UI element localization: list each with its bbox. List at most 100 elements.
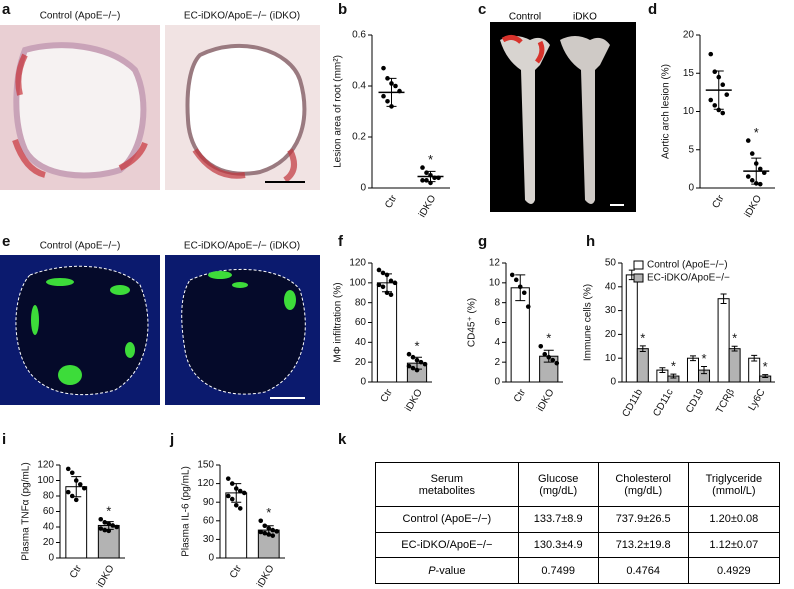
data-point: [749, 151, 755, 156]
bar: [625, 274, 638, 383]
y-tick-label: 10: [683, 106, 695, 117]
panel-label: a: [2, 1, 11, 18]
data-point: [229, 481, 235, 486]
data-point: [241, 490, 247, 496]
y-tick-label: 120: [197, 478, 214, 489]
panel-label: h: [586, 233, 595, 250]
x-tick-label: iDKO: [417, 193, 439, 219]
data-point: [262, 530, 268, 536]
y-tick-label: 60: [203, 515, 215, 526]
data-point: [65, 489, 71, 495]
y-tick-label: 20: [683, 30, 695, 41]
significance-label: *: [546, 331, 551, 346]
x-tick-label: Ctr: [383, 193, 400, 211]
header-cell: Serum metabolites: [375, 462, 519, 507]
data-point: [384, 272, 390, 278]
significance-label: *: [414, 339, 419, 354]
data-point: [420, 178, 425, 183]
data-point: [384, 290, 390, 296]
data-point: [424, 178, 429, 183]
image-caption: EC-iDKO/ApoE−/− (iDKO): [184, 241, 300, 252]
data-point: [102, 527, 108, 533]
data-point: [708, 97, 714, 103]
error-bar: [659, 367, 666, 373]
data-point: [106, 528, 112, 534]
data-point: [724, 92, 730, 97]
data-point: [392, 280, 398, 286]
panel-label: f: [338, 233, 344, 250]
panel-label: i: [2, 431, 6, 448]
cell-text: 1.12±0.07: [709, 538, 759, 551]
table-cell: 133.7±8.9: [517, 506, 599, 533]
data-point: [517, 284, 523, 290]
y-tick-label: 80: [43, 491, 55, 502]
y-tick-label: 30: [605, 305, 617, 316]
panel-label: g: [478, 233, 487, 250]
table-cell: 1.12±0.07: [687, 531, 781, 559]
significance-label: *: [106, 504, 111, 519]
header-line: metabolites: [418, 484, 475, 497]
data-point: [388, 292, 394, 298]
data-point: [106, 521, 112, 527]
data-point: [274, 529, 280, 534]
table-cell: P-value: [375, 557, 519, 584]
data-point: [428, 172, 433, 178]
y-tick-label: 0: [610, 377, 616, 388]
data-point: [266, 525, 272, 531]
y-tick-label: 50: [605, 258, 617, 269]
data-point: [513, 277, 519, 283]
data-point: [65, 466, 71, 472]
bar: [748, 357, 761, 383]
aorta-photo: [490, 22, 636, 212]
header-line: (mmol/L): [712, 484, 756, 497]
data-point: [73, 478, 79, 483]
header-line: Cholesterol: [615, 472, 671, 485]
data-point: [521, 290, 527, 296]
data-point: [550, 357, 556, 363]
data-point: [753, 161, 759, 166]
data-point: [414, 357, 420, 363]
data-point: [376, 267, 382, 273]
cell-text: EC-iDKO/ApoE−/−: [401, 538, 493, 551]
data-point: [436, 175, 441, 181]
table-cell: 1.20±0.08: [687, 506, 781, 533]
y-tick-label: 0: [494, 377, 500, 388]
metabolite-table: Serum metabolites Glucose (mg/dL) Cholestero…: [375, 462, 781, 584]
data-point: [422, 361, 428, 367]
y-tick-label: 0.4: [352, 81, 366, 92]
significance-label: *: [754, 125, 759, 140]
x-tick-label: CD11b: [620, 387, 645, 419]
panel-label: d: [648, 1, 657, 18]
significance-label: *: [671, 359, 676, 374]
data-point: [389, 104, 394, 109]
data-point: [380, 270, 386, 276]
axis: [371, 35, 450, 189]
data-point: [81, 485, 87, 491]
y-tick-label: 0: [48, 553, 54, 564]
panel-label: e: [2, 233, 10, 250]
data-point: [716, 74, 722, 80]
legend-label: Control (ApoE−/−): [647, 260, 728, 271]
y-tick-label: 90: [203, 497, 215, 508]
y-tick-label: 60: [355, 317, 367, 328]
image-caption: iDKO: [573, 12, 597, 23]
data-point: [410, 354, 416, 360]
y-tick-label: 0.2: [352, 132, 366, 143]
data-point: [546, 354, 552, 360]
y-tick-label: 120: [349, 258, 366, 269]
x-tick-label: CD19: [684, 387, 707, 415]
data-point: [385, 76, 390, 81]
header-line: Triglyceride: [705, 472, 763, 485]
header-cell: Triglyceride (mmol/L): [687, 462, 781, 507]
data-point: [708, 51, 714, 57]
significance-label: *: [266, 505, 271, 520]
cell-text: P-value: [428, 564, 466, 577]
image-caption: Control (ApoE−/−): [40, 241, 121, 252]
legend-swatch: [633, 260, 644, 270]
data-point: [406, 351, 412, 357]
y-tick-label: 20: [355, 357, 367, 368]
data-point: [753, 181, 759, 186]
micrograph: [0, 25, 320, 190]
